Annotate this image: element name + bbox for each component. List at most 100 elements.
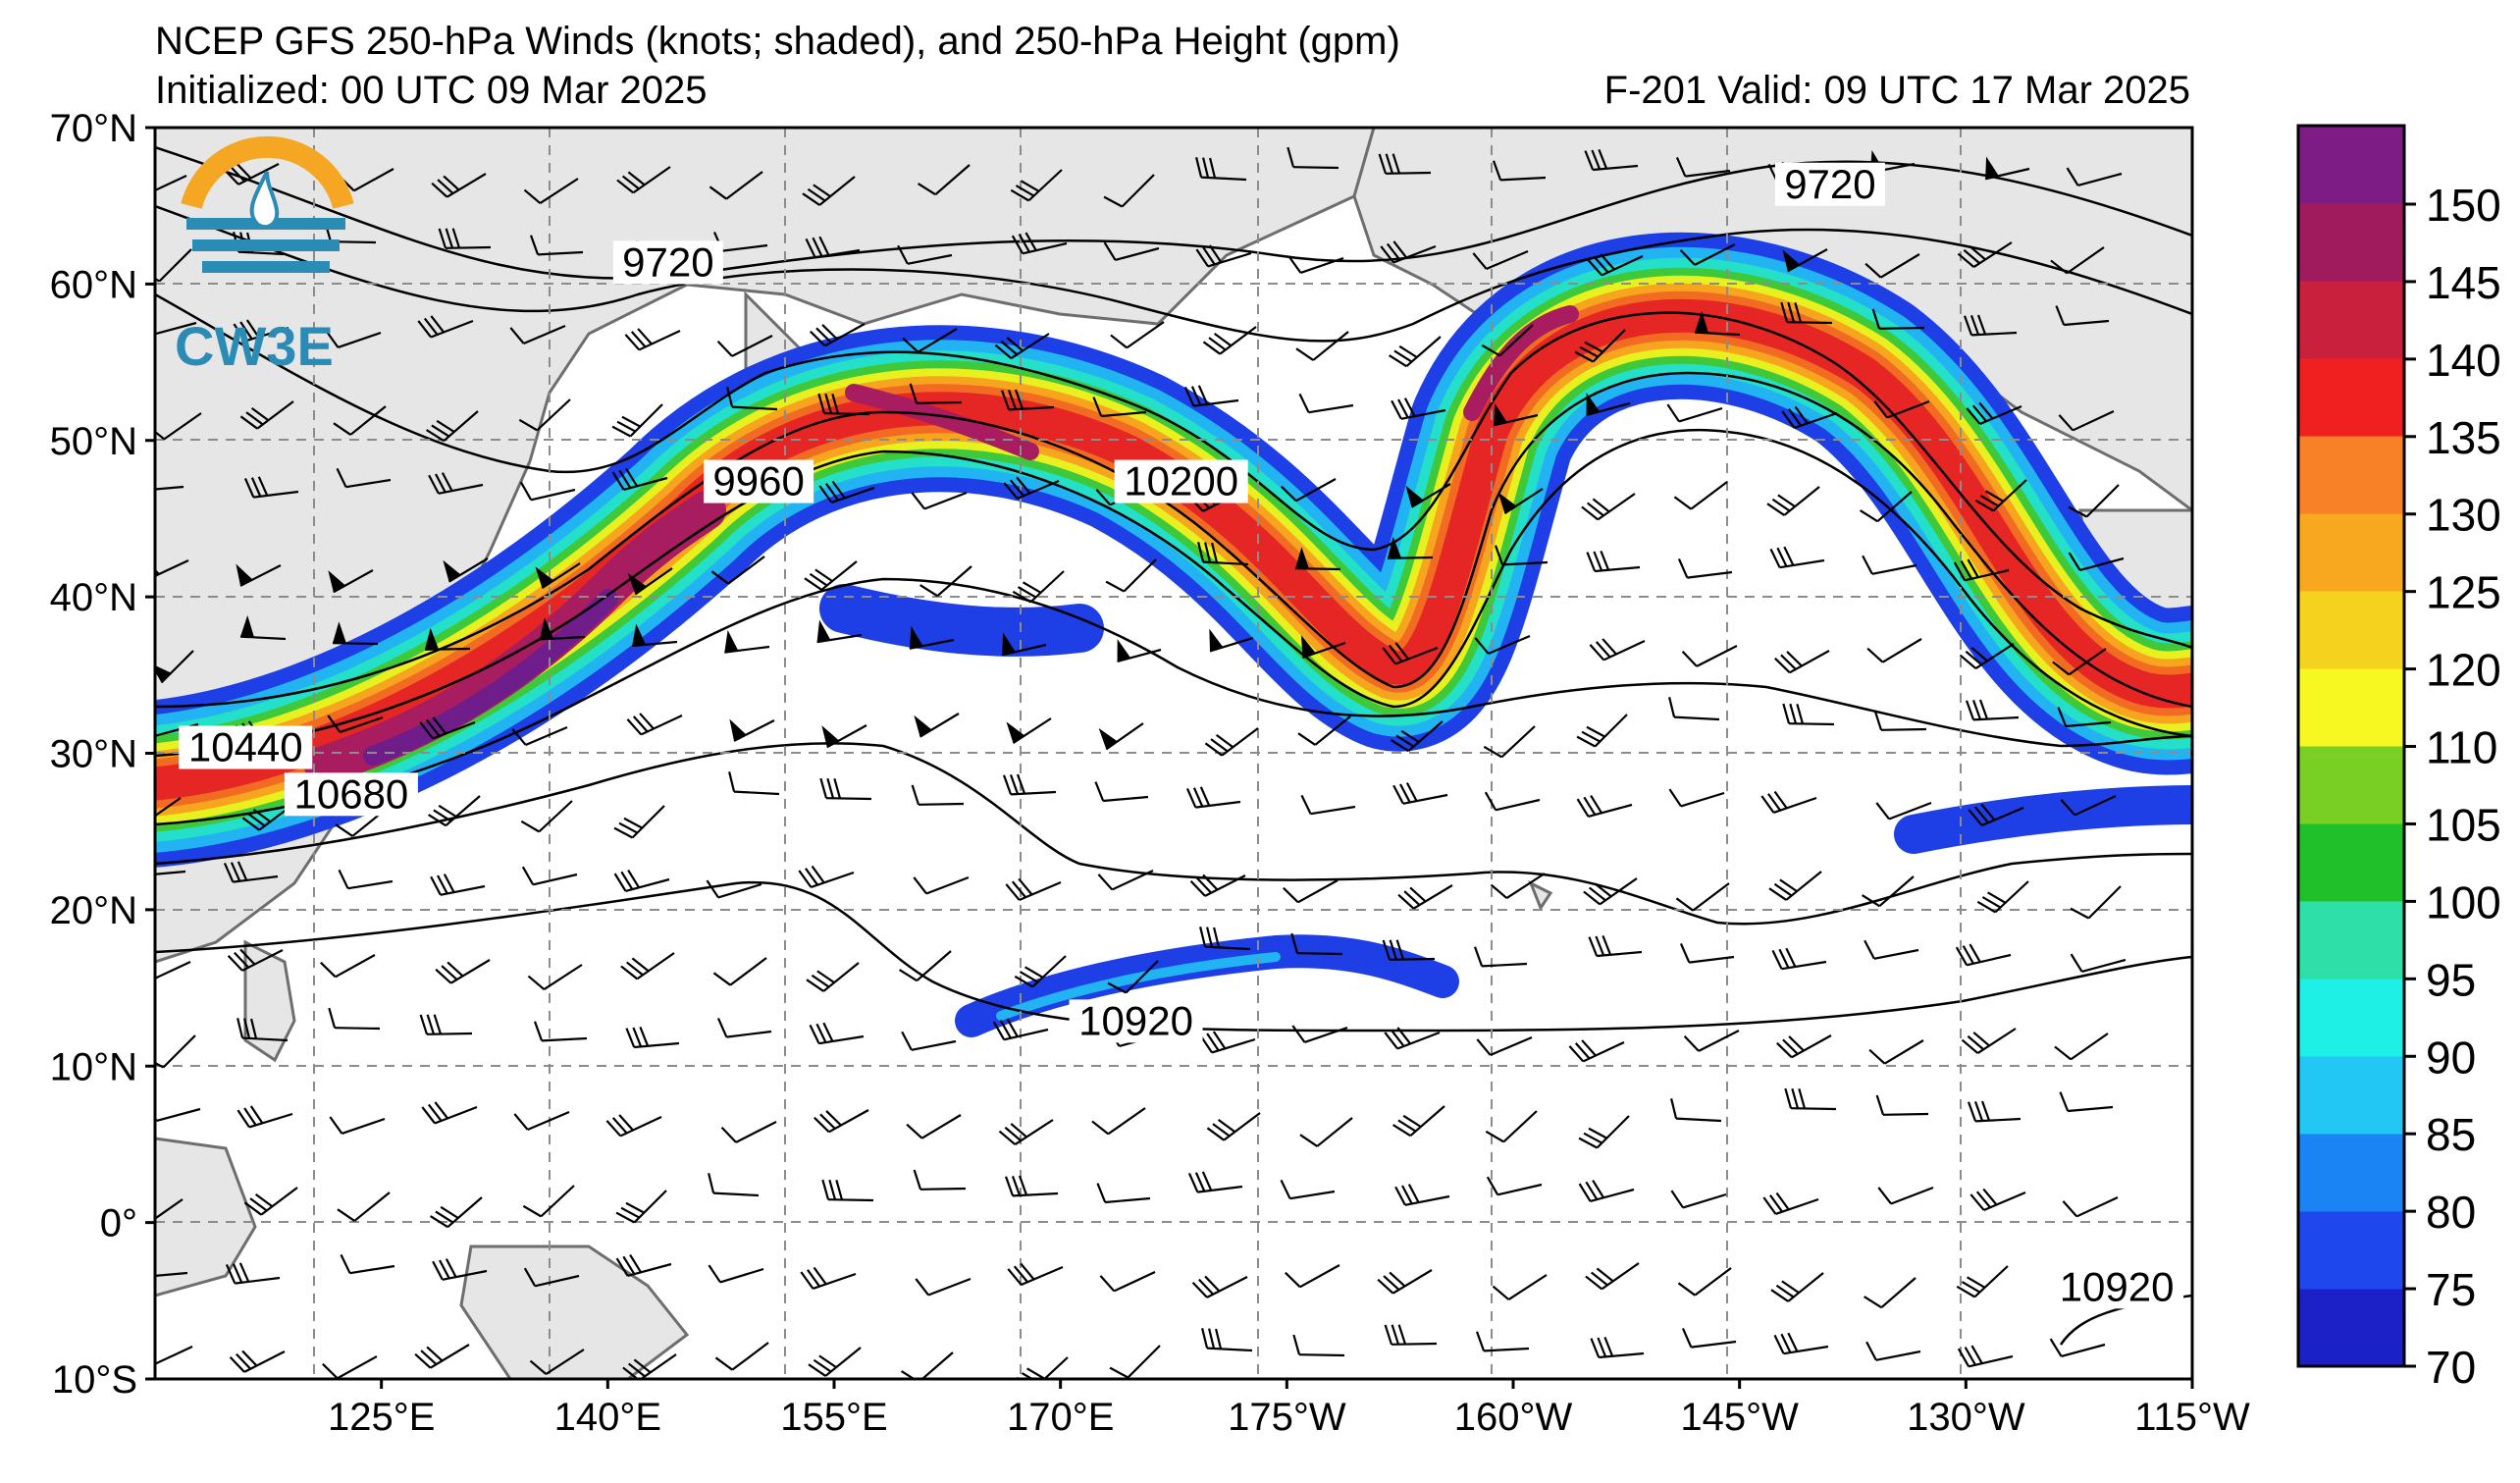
contour-label-bg xyxy=(1774,162,1885,206)
wind-barb xyxy=(901,1351,954,1379)
wind-barb xyxy=(798,865,855,889)
contour-label: 10680 xyxy=(294,770,409,817)
contour-label: 10200 xyxy=(1124,458,1238,504)
wind-barb xyxy=(523,1267,580,1288)
wind-barb xyxy=(523,178,579,204)
jet-streak-subtropical-inner xyxy=(996,952,1281,1021)
wind-barb xyxy=(716,335,773,357)
wind-barb xyxy=(236,563,282,587)
lat-label: 20°N xyxy=(50,889,137,932)
wind-barbs xyxy=(155,146,2126,1379)
wind-barb xyxy=(605,1114,662,1138)
wind-barb xyxy=(1969,1188,2026,1211)
wind-barb xyxy=(1568,1039,1625,1063)
wind-barb xyxy=(1681,1328,1737,1349)
wind-barb xyxy=(1864,939,1919,960)
wind-barb xyxy=(438,228,492,249)
wind-barb xyxy=(155,870,186,877)
longitude-labels: 125°E 140°E 155°E 170°E 175°W 160°W 145°W 130°W… xyxy=(328,1379,2250,1439)
wind-barb xyxy=(421,1101,478,1125)
wind-barb xyxy=(710,556,765,585)
wind-barb xyxy=(817,393,870,416)
colorbar-label: 150 xyxy=(2426,180,2501,231)
wind-barb xyxy=(808,1347,862,1377)
wind-barb xyxy=(431,173,487,198)
wind-barb xyxy=(1784,1087,1837,1111)
wind-barb xyxy=(911,784,965,806)
wind-barb xyxy=(1959,643,2015,669)
wind-barb xyxy=(1195,244,1252,268)
wind-barb xyxy=(535,562,581,589)
wind-barb xyxy=(1860,491,1913,523)
wind-barb xyxy=(332,621,379,646)
wind-barb xyxy=(1481,324,1534,357)
wind-barb xyxy=(1377,1269,1433,1295)
wind-barb xyxy=(340,1253,395,1275)
wind-barb xyxy=(1586,550,1641,573)
wind-barb xyxy=(1862,875,1915,908)
wind-barb xyxy=(1380,240,1437,264)
contour-label-bg xyxy=(612,240,723,285)
wind-barb xyxy=(1967,1100,2021,1123)
colorbar-label: 100 xyxy=(2426,876,2501,927)
wind-barb xyxy=(1472,249,1529,270)
wind-barb xyxy=(615,1253,672,1277)
wind-barb xyxy=(806,962,860,992)
wind-barb xyxy=(2058,410,2115,432)
wind-barb xyxy=(1014,955,1067,988)
wind-barb xyxy=(1199,927,1251,951)
wind-barb xyxy=(1770,1272,1824,1302)
wind-barb xyxy=(1963,314,2018,337)
wind-barb xyxy=(1492,1274,1548,1300)
wind-barb xyxy=(1585,1262,1640,1291)
wind-barb xyxy=(1011,232,1068,255)
wind-barb xyxy=(906,1114,962,1139)
lon-label: 155°E xyxy=(780,1396,887,1439)
wind-barb xyxy=(419,716,476,740)
wind-barb xyxy=(338,869,394,890)
wind-barb xyxy=(706,879,762,899)
wind-barb xyxy=(1675,882,1730,912)
wind-barb xyxy=(2066,167,2123,186)
colorbar-label: 145 xyxy=(2426,257,2501,308)
wind-barb xyxy=(329,1116,386,1136)
jet-patch-dateline xyxy=(819,584,1104,657)
wind-barb xyxy=(1695,310,1741,337)
wind-barb xyxy=(728,771,780,796)
wind-barb xyxy=(1965,699,2020,721)
contour-label-bg xyxy=(704,459,814,503)
colorbar-band xyxy=(2298,1056,2404,1135)
wind-barb xyxy=(1003,476,1060,500)
lat-label: 60°N xyxy=(50,263,137,306)
colorbar-band xyxy=(2298,436,2404,514)
contour-label: 10920 xyxy=(1078,997,1193,1043)
wind-barb xyxy=(909,626,955,650)
wind-barb xyxy=(155,1198,184,1227)
jet-core-150kt xyxy=(363,589,618,766)
wind-barb xyxy=(1287,255,1344,275)
lon-label: 125°E xyxy=(328,1396,435,1439)
wind-barb xyxy=(800,1266,857,1291)
wind-barb xyxy=(1474,634,1531,655)
wind-barb xyxy=(155,797,182,825)
wind-barb xyxy=(1199,1031,1256,1054)
wind-barb xyxy=(1578,1115,1630,1149)
wind-barb xyxy=(328,569,374,594)
wind-barb xyxy=(1285,1264,1340,1289)
wind-barb xyxy=(714,1342,769,1371)
wind-barb xyxy=(632,623,678,648)
wind-barb xyxy=(519,481,576,502)
wind-barb xyxy=(540,617,586,641)
colorbar-label: 80 xyxy=(2426,1187,2476,1238)
colorbar-band xyxy=(2298,358,2404,437)
wind-barb xyxy=(1206,1112,1261,1141)
lon-label: 145°W xyxy=(1680,1396,1799,1439)
wind-barb xyxy=(1494,545,1549,566)
wind-barb xyxy=(1098,722,1144,751)
wind-barb xyxy=(325,330,382,349)
wind-barb xyxy=(432,1258,488,1281)
wind-barb xyxy=(1666,403,1723,423)
contour-label: 9720 xyxy=(622,238,713,285)
wind-barb xyxy=(998,1119,1054,1145)
wind-barb xyxy=(336,467,392,489)
